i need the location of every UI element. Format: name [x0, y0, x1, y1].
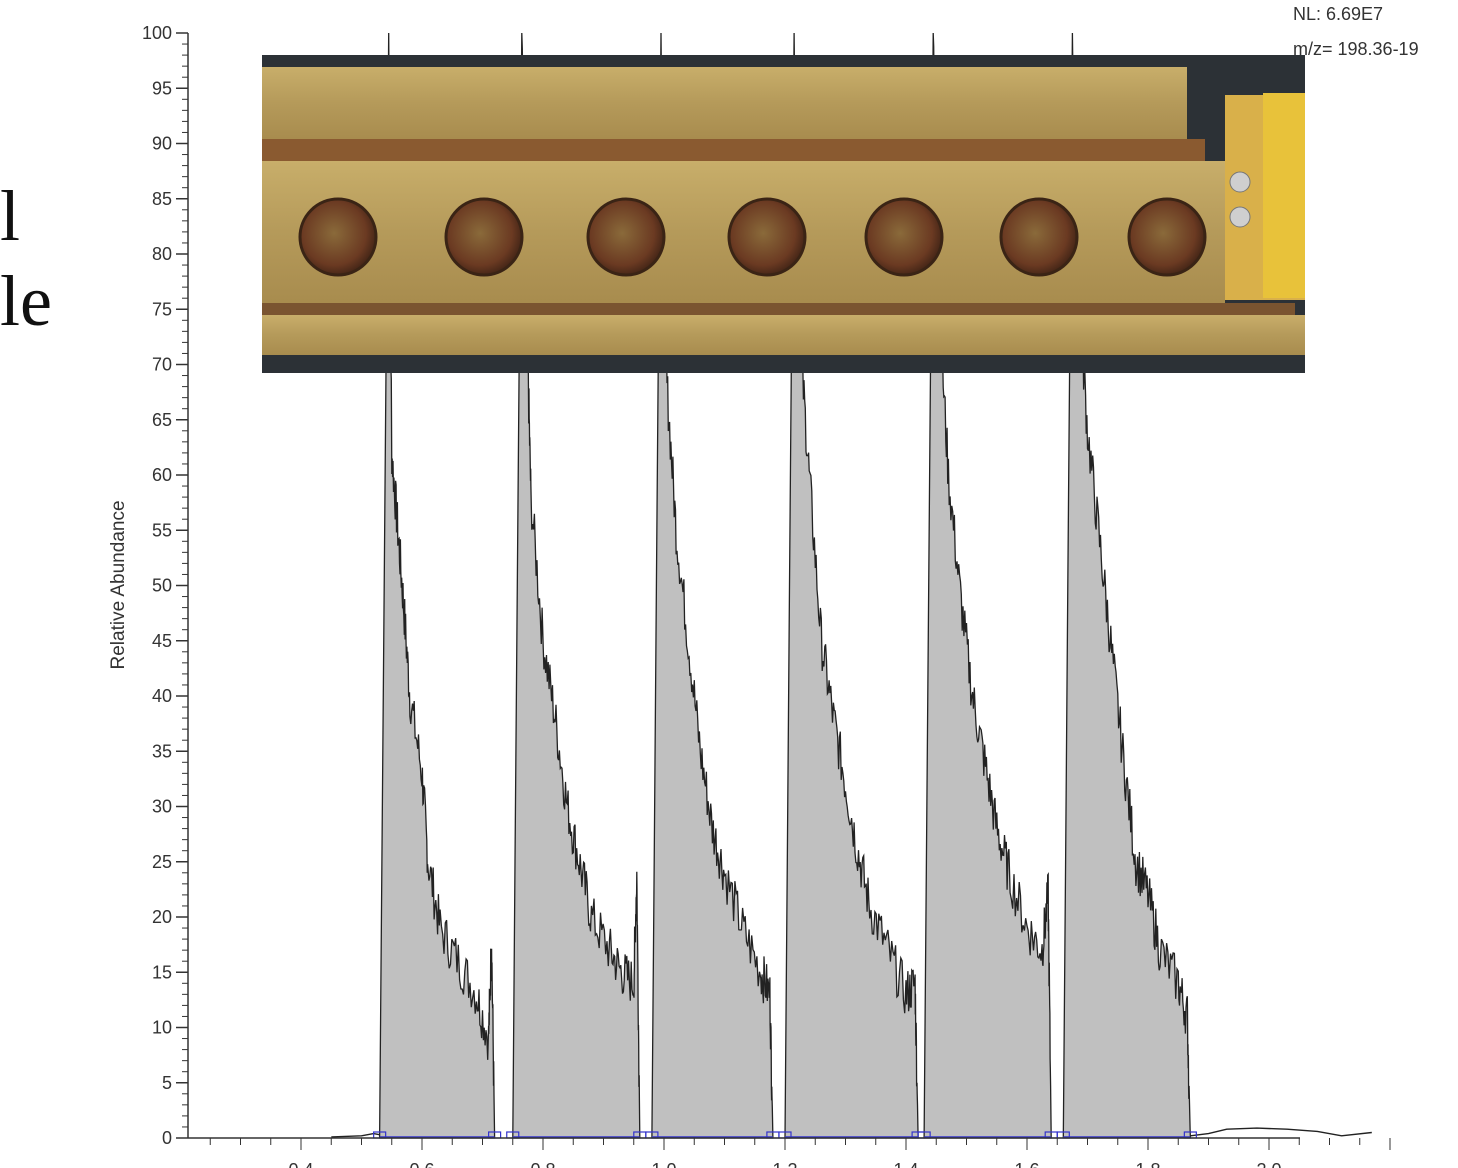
x-tick-label: 0.6 — [409, 1160, 434, 1168]
plate-top-rail — [262, 67, 1187, 139]
screw-icon — [1229, 206, 1251, 228]
y-tick-label: 40 — [152, 686, 172, 706]
y-tick-label: 0 — [162, 1128, 172, 1148]
y-tick-label: 25 — [152, 852, 172, 872]
sample-spot — [586, 197, 666, 277]
y-tick-label: 20 — [152, 907, 172, 927]
baseline-before — [331, 1132, 380, 1138]
y-tick-label: 10 — [152, 1018, 172, 1038]
peak-4 — [784, 32, 919, 1139]
y-tick-label: 60 — [152, 465, 172, 485]
x-tick-label: 1.2 — [772, 1160, 797, 1168]
side-text-fragment-2: le — [0, 261, 52, 341]
y-tick-label: 90 — [152, 134, 172, 154]
photo-inset — [262, 55, 1305, 373]
y-tick-label: 15 — [152, 962, 172, 982]
y-tick-label: 65 — [152, 410, 172, 430]
y-tick-label: 45 — [152, 631, 172, 651]
sample-spot — [999, 197, 1079, 277]
plate-bottom-rail — [262, 315, 1305, 355]
x-tick-label: 1.4 — [893, 1160, 918, 1168]
y-tick-label: 70 — [152, 355, 172, 375]
plate-lower-groove — [262, 303, 1295, 315]
hinge-knuckle — [1263, 93, 1305, 298]
y-tick-label: 75 — [152, 299, 172, 319]
y-tick-label: 85 — [152, 189, 172, 209]
annotation-nl: NL: 6.69E7 — [1293, 4, 1383, 24]
annotation-mz: m/z= 198.36-19 — [1293, 39, 1419, 59]
y-tick-label: 50 — [152, 576, 172, 596]
y-tick-label: 80 — [152, 244, 172, 264]
sample-spot — [1127, 197, 1207, 277]
y-tick-label: 100 — [142, 23, 172, 43]
x-tick-label: 0.8 — [530, 1160, 555, 1168]
sample-spot — [444, 197, 524, 277]
y-tick-label: 5 — [162, 1073, 172, 1093]
y-tick-label: 95 — [152, 78, 172, 98]
sample-spot — [298, 197, 378, 277]
screw-icon — [1229, 171, 1251, 193]
y-tick-label: 55 — [152, 520, 172, 540]
x-tick-label: 1.8 — [1135, 1160, 1160, 1168]
x-tick-label: 0.4 — [288, 1160, 313, 1168]
sample-spot — [727, 197, 807, 277]
sample-spot — [864, 197, 944, 277]
axis-layer: 0 5 10 15 20 25 30 35 40 45 50 55 60 65 70 75 80 85 90 95 10… — [142, 23, 1391, 1168]
y-axis-label: Relative Abundance — [108, 500, 129, 669]
peak-6 — [1062, 32, 1192, 1139]
y-tick-label: 30 — [152, 797, 172, 817]
peak-2 — [512, 32, 641, 1139]
y-tick-label: 35 — [152, 741, 172, 761]
peaks-layer — [331, 32, 1372, 1139]
peak-3 — [651, 32, 774, 1139]
plate-groove — [262, 139, 1205, 161]
baseline-after — [1190, 1127, 1372, 1137]
x-tick-label: 1.6 — [1014, 1160, 1039, 1168]
x-tick-label: 1.0 — [651, 1160, 676, 1168]
peak-1 — [378, 32, 496, 1139]
side-text-fragment-1: l — [0, 176, 21, 256]
x-tick-label: 2.0 — [1256, 1160, 1281, 1168]
peak-5 — [923, 32, 1052, 1139]
